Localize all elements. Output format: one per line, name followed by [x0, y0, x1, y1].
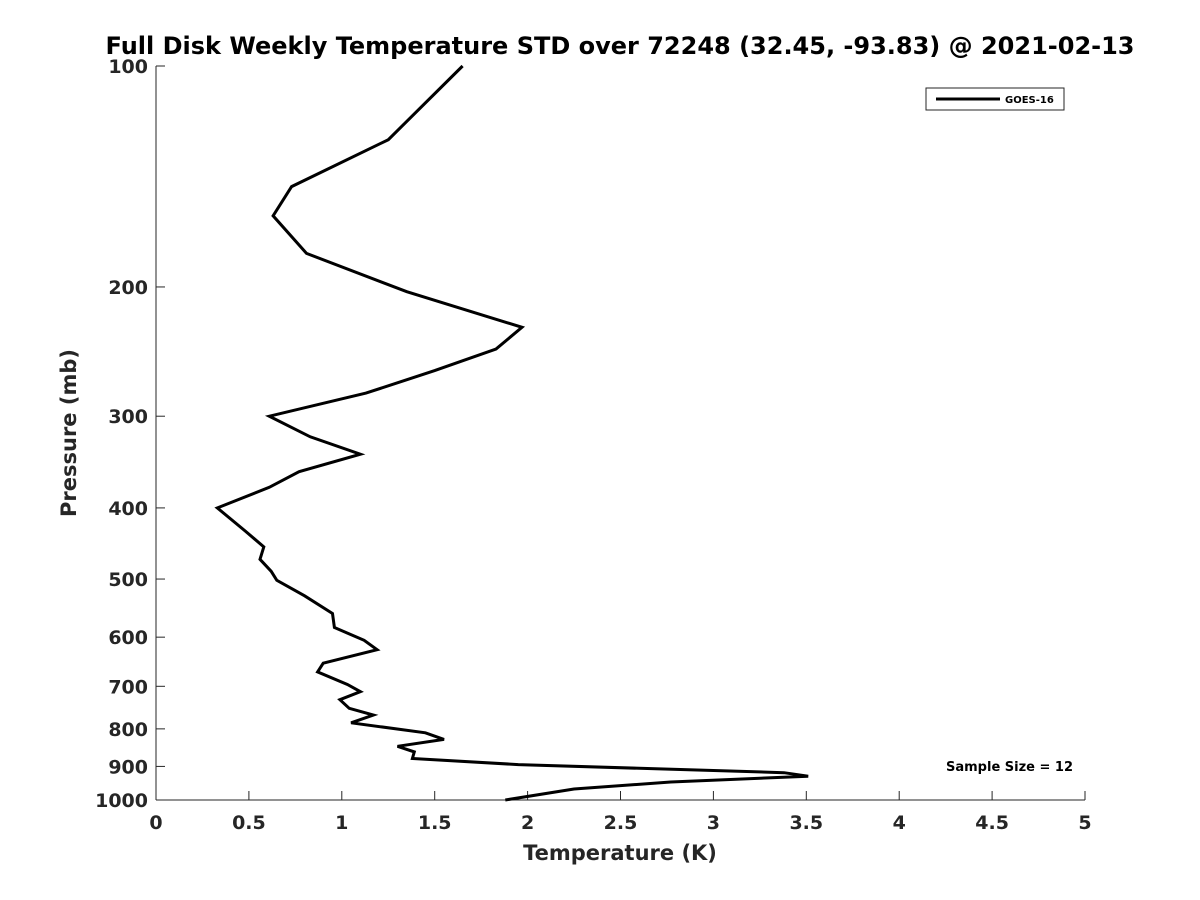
x-tick-label: 3 [707, 812, 720, 834]
y-tick-label: 900 [108, 756, 148, 778]
y-axis-label: Pressure (mb) [57, 349, 81, 517]
x-tick-label: 2.5 [604, 812, 638, 834]
y-tick-label: 200 [108, 277, 148, 299]
x-tick-label: 3.5 [789, 812, 823, 834]
y-tick-label: 300 [108, 406, 148, 428]
legend-label-goes-16: GOES-16 [1005, 95, 1054, 106]
y-tick-label: 800 [108, 719, 148, 741]
sample-size-annotation: Sample Size = 12 [946, 760, 1073, 775]
y-tick-label: 100 [108, 56, 148, 78]
y-tick-label: 1000 [95, 790, 148, 812]
x-axis-label: Temperature (K) [523, 841, 717, 865]
x-tick-label: 4.5 [975, 812, 1009, 834]
y-tick-label: 700 [108, 676, 148, 698]
x-tick-label: 4 [893, 812, 906, 834]
y-tick-label: 500 [108, 569, 148, 591]
chart-title: Full Disk Weekly Temperature STD over 72… [106, 32, 1135, 60]
x-tick-label: 2 [521, 812, 534, 834]
y-tick-label: 600 [108, 627, 148, 649]
x-tick-label: 1.5 [418, 812, 452, 834]
legend: GOES-16 [926, 88, 1064, 110]
x-tick-label: 0.5 [232, 812, 266, 834]
x-tick-label: 1 [335, 812, 348, 834]
y-tick-label: 400 [108, 498, 148, 520]
x-tick-label: 0 [149, 812, 162, 834]
x-tick-label: 5 [1078, 812, 1091, 834]
